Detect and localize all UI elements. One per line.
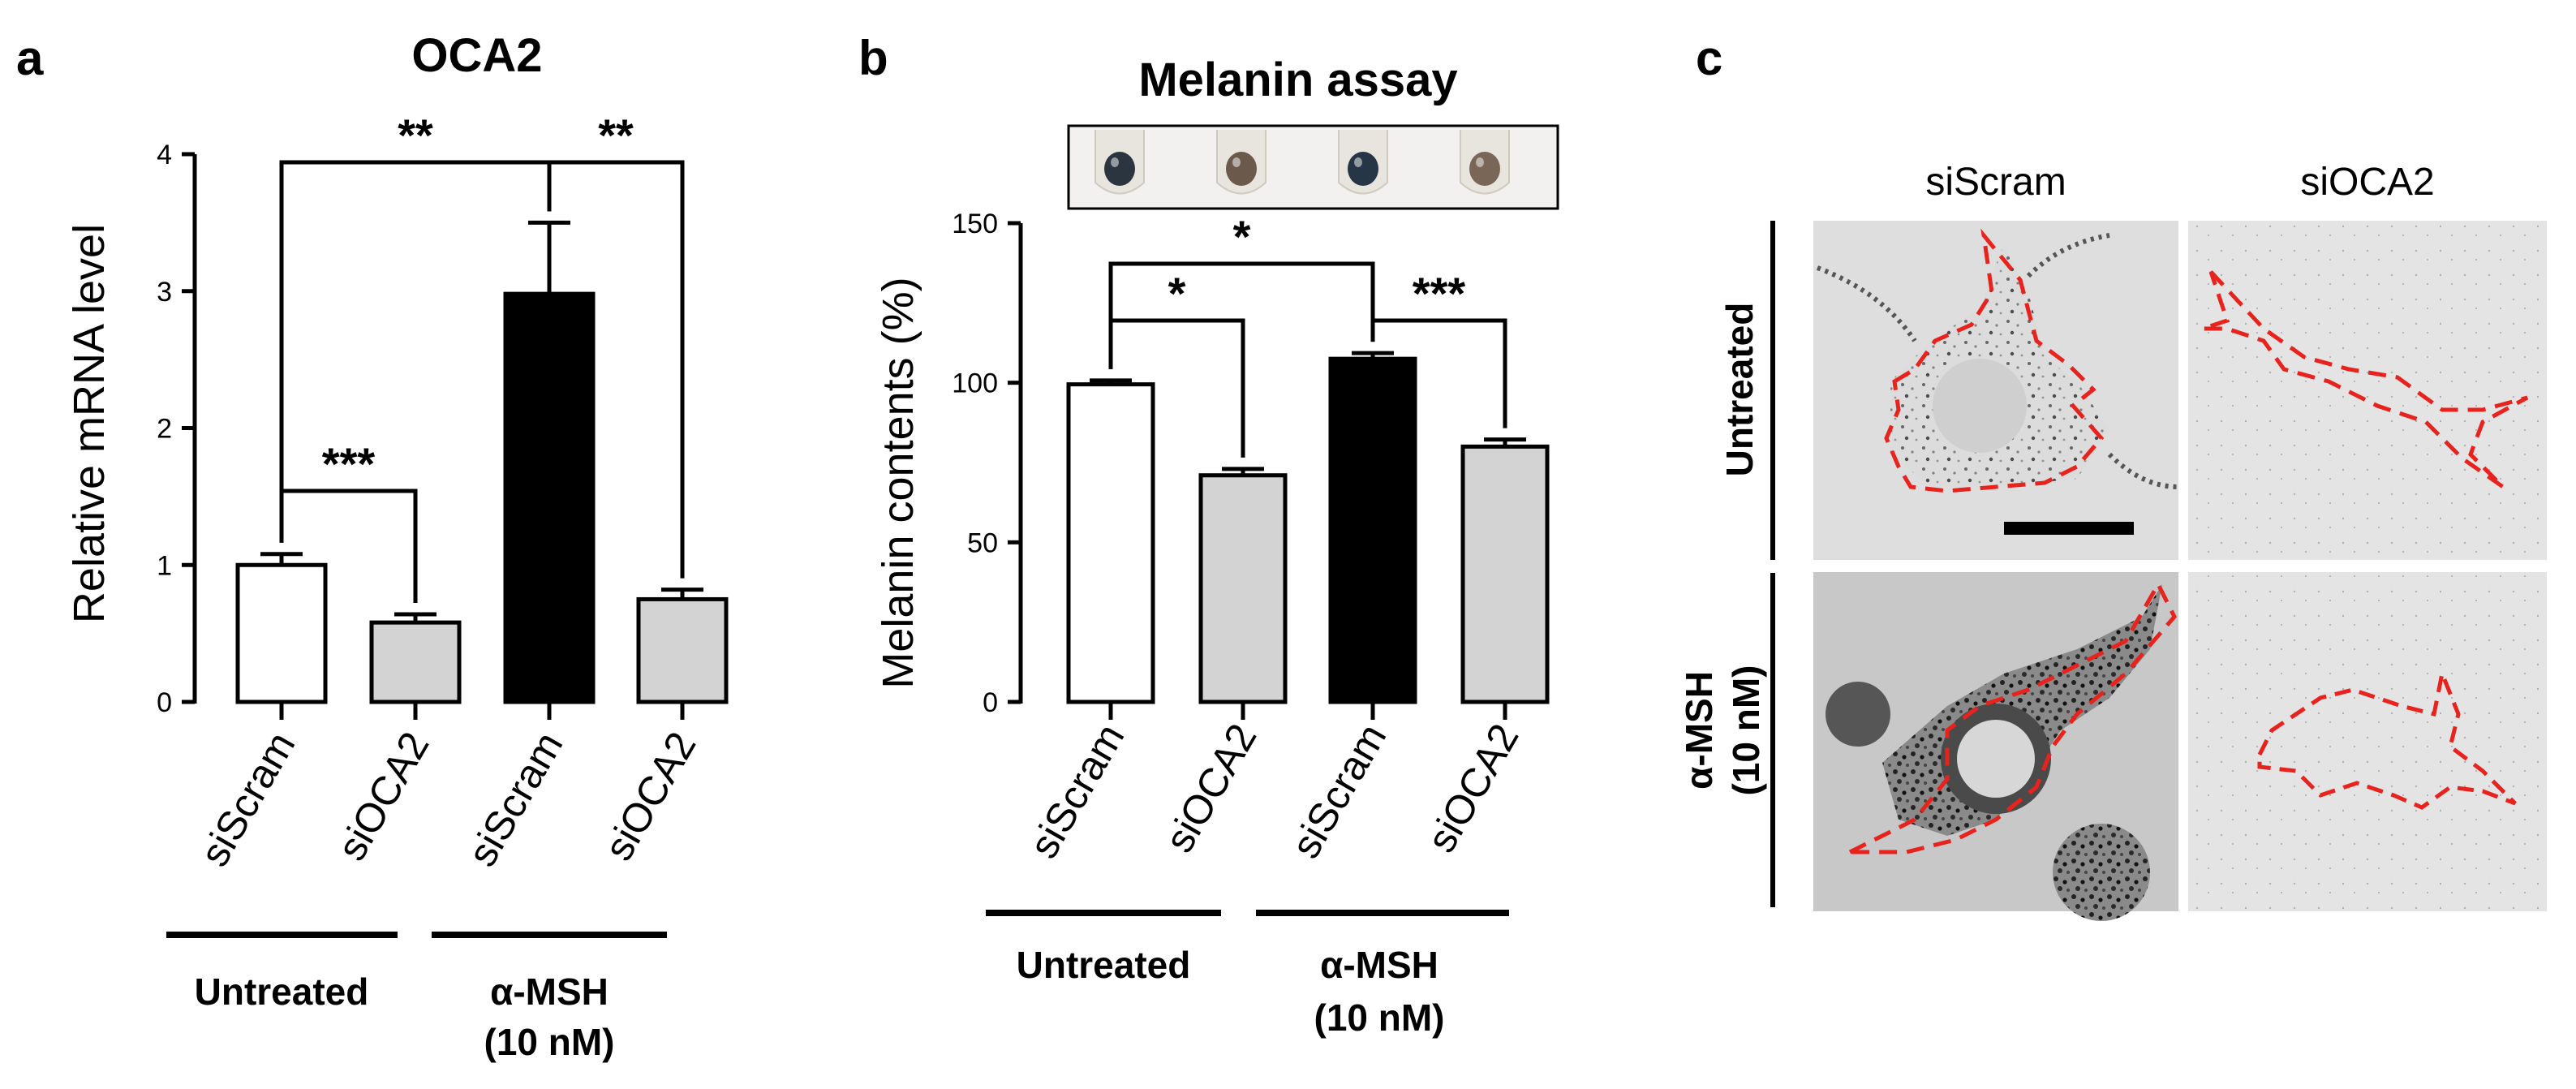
micrograph-background — [2188, 221, 2547, 560]
bar — [1328, 356, 1417, 704]
chart-b-groups: Untreated α-MSH (10 nM) — [986, 910, 1509, 1039]
pellet-highlight — [1232, 157, 1241, 167]
chart-a-category-label: siScram — [459, 725, 572, 874]
cell-nucleus — [1957, 720, 2035, 798]
pellet — [1226, 152, 1257, 186]
significance-bracket — [547, 160, 685, 579]
chart-a-title: OCA2 — [411, 29, 542, 82]
panel-letter-b: b — [858, 31, 888, 85]
chart-b-ytick: 50 — [967, 527, 998, 558]
group-label-amsh: α-MSH — [490, 971, 609, 1013]
chart-b-ylabel: Melanin contents (%) — [874, 277, 922, 688]
row-label-amsh-dose: (10 nM) — [1725, 665, 1767, 796]
chart-a-category-label: siOCA2 — [596, 725, 705, 868]
pellet — [1104, 152, 1135, 186]
column-header-siscram: siScram — [1925, 161, 2066, 204]
chart-a-sig-label: ** — [598, 110, 634, 161]
chart-a-yticks: 0 1 2 3 4 — [157, 140, 172, 718]
cell-outline — [1848, 579, 2177, 854]
neighbor-cell — [1826, 682, 1890, 747]
micrograph-untreated-sioca2 — [2188, 221, 2547, 560]
chart-b-categories: siScram siOCA2 siScram siOCA2 — [1021, 717, 1528, 866]
group-label-untreated: Untreated — [195, 971, 369, 1013]
neighbor-cell — [2053, 824, 2150, 921]
chart-b-significance: * * *** — [1168, 211, 1466, 319]
chart-b-category-label: siScram — [1283, 717, 1396, 866]
chart-a-categories: siScram siOCA2 siScram siOCA2 — [191, 725, 705, 874]
chart-b-plot — [1008, 221, 1550, 720]
group-label-amsh-dose: (10 nM) — [484, 1021, 615, 1063]
micrograph-amsh-siscram — [1813, 572, 2178, 921]
panel-b: b Melanin assay Melanin contents (%) 0 5… — [858, 31, 1559, 1039]
pellet-highlight — [1354, 157, 1362, 167]
significance-bracket — [1370, 318, 1507, 428]
chart-b-sig-label: * — [1168, 268, 1186, 319]
chart-a-sig-label: *** — [322, 438, 376, 489]
chart-b-sig-label: *** — [1413, 268, 1466, 319]
chart-b-ytick: 150 — [952, 209, 998, 239]
row-label-amsh: α-MSH — [1678, 671, 1720, 790]
chart-a-ytick: 2 — [157, 414, 172, 445]
significance-bracket — [1108, 261, 1375, 369]
cell-nucleus — [1933, 359, 2027, 453]
group-label-untreated: Untreated — [1017, 944, 1191, 986]
bar — [369, 620, 462, 704]
chart-a-groups: Untreated α-MSH (10 nM) — [166, 932, 667, 1063]
bar — [1460, 444, 1550, 704]
bar — [503, 291, 596, 704]
group-label-amsh-dose: (10 nM) — [1314, 996, 1445, 1039]
chart-a-sig-label: ** — [398, 110, 433, 161]
bar — [1198, 473, 1288, 704]
chart-a-ytick: 0 — [157, 687, 172, 718]
panel-a: a OCA2 Relative mRNA level 0 1 2 3 4 siS… — [16, 29, 729, 1063]
chart-a-significance: *** ** ** — [322, 110, 634, 489]
pellet-photo — [1067, 124, 1559, 210]
chart-b-title: Melanin assay — [1138, 54, 1457, 106]
cell-outline — [2202, 270, 2529, 489]
cell-outline — [2257, 666, 2517, 810]
chart-a-category-label: siScram — [191, 725, 304, 874]
chart-a-ylabel: Relative mRNA level — [65, 224, 114, 623]
chart-a-category-label: siOCA2 — [329, 725, 438, 868]
cell-outline — [1884, 228, 2105, 493]
micrograph-amsh-sioca2 — [2188, 572, 2547, 911]
chart-a-ytick: 3 — [157, 277, 172, 308]
pellet-highlight — [1111, 157, 1119, 167]
bar — [1066, 382, 1155, 704]
chart-b-category-label: siOCA2 — [1156, 717, 1266, 860]
bar — [636, 596, 729, 704]
pellet-tubes — [1094, 130, 1510, 195]
bar — [235, 562, 328, 704]
row-label-untreated: Untreated — [1718, 303, 1761, 477]
scale-bar — [2004, 522, 2134, 535]
panel-letter-c: c — [1696, 31, 1722, 85]
panel-c: c siScram siOCA2 Untreated α-MSH (10 nM) — [1678, 31, 2547, 921]
group-label-amsh: α-MSH — [1320, 944, 1439, 986]
pellet-highlight — [1476, 157, 1484, 167]
chart-b-yticks: 0 50 100 150 — [952, 209, 998, 718]
chart-b-sig-label: * — [1233, 211, 1251, 262]
panel-letter-a: a — [16, 31, 44, 85]
column-header-sioca2: siOCA2 — [2300, 161, 2434, 204]
pellet — [1348, 152, 1378, 186]
pellet — [1469, 152, 1500, 186]
chart-b-category-label: siScram — [1021, 717, 1133, 866]
micrograph-untreated-siscram — [1813, 221, 2179, 560]
chart-b-ytick: 0 — [983, 687, 998, 718]
chart-a-ytick: 1 — [157, 550, 172, 581]
cell-processes — [1816, 233, 2179, 489]
chart-b-category-label: siOCA2 — [1418, 717, 1528, 860]
chart-b-ytick: 100 — [952, 368, 998, 399]
chart-a-ytick: 4 — [157, 140, 172, 170]
chart-a-plot — [182, 152, 729, 720]
micrograph-background — [2188, 572, 2547, 911]
